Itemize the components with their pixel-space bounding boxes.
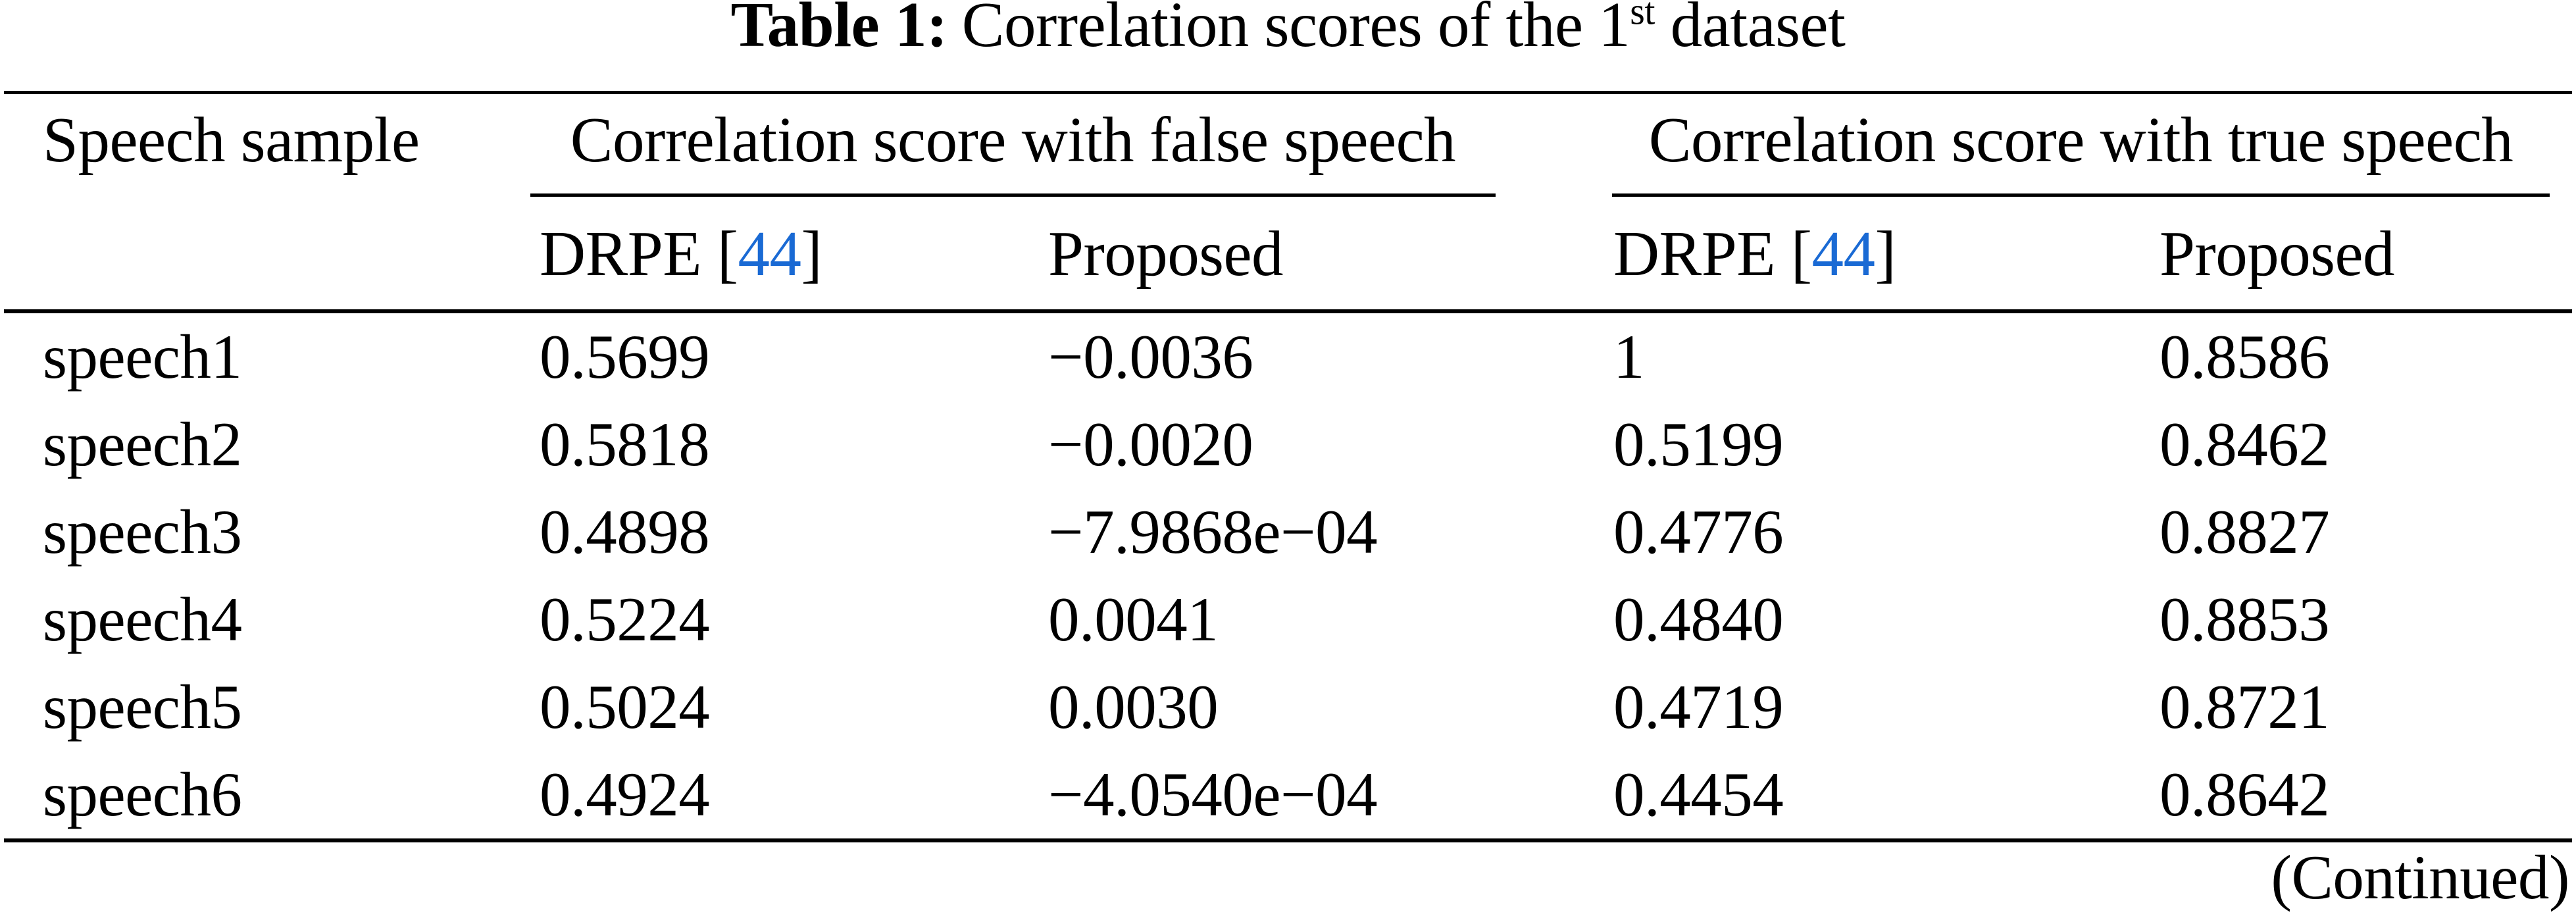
table-header-row: Speech sample Correlation score with fal…	[4, 94, 2572, 197]
drpe-bracket-close: ]	[1875, 218, 1896, 289]
table-title: Table 1: Correlation scores of the 1st da…	[0, 0, 2576, 58]
table-subheader-row: DRPE [44] Proposed DRPE [44] Proposed	[4, 197, 2572, 309]
cell-sample: speech2	[43, 409, 242, 479]
continued-note: (Continued)	[2271, 842, 2569, 912]
drpe-label: DRPE [	[540, 218, 738, 289]
subheader-proposed-true: Proposed	[2159, 218, 2395, 289]
cell-true-proposed: 0.8721	[2159, 672, 2330, 742]
table-title-number: Table 1:	[730, 0, 947, 60]
drpe-label: DRPE [	[1613, 218, 1812, 289]
table-row: speech3 0.4898 −7.9868e−04 0.4776 0.8827	[4, 488, 2572, 576]
cell-true-drpe: 0.4454	[1613, 759, 1784, 829]
cell-false-proposed: −4.0540e−04	[1048, 759, 1378, 829]
cell-true-drpe: 0.5199	[1613, 409, 1784, 479]
table-row: speech1 0.5699 −0.0036 1 0.8586	[4, 313, 2572, 401]
cell-false-proposed: 0.0030	[1048, 672, 1219, 742]
cell-false-proposed: −7.9868e−04	[1048, 497, 1378, 567]
cell-true-proposed: 0.8642	[2159, 759, 2330, 829]
subheader-drpe-false: DRPE [44]	[540, 197, 1048, 309]
citation-link-44[interactable]: 44	[1811, 218, 1876, 289]
table-header-rule	[4, 309, 2572, 313]
cell-false-proposed: −0.0036	[1048, 322, 1253, 392]
table-title-text-end: dataset	[1654, 0, 1846, 60]
cell-sample: speech5	[43, 672, 242, 742]
cell-false-proposed: −0.0020	[1048, 409, 1253, 479]
cell-false-drpe: 0.4924	[540, 759, 710, 829]
cell-false-drpe: 0.4898	[540, 497, 710, 567]
subheader-proposed-false: Proposed	[1048, 218, 1284, 289]
subheader-empty	[4, 197, 540, 309]
cell-true-drpe: 0.4719	[1613, 672, 1784, 742]
cell-sample: speech4	[43, 584, 242, 654]
table-bottom-rule	[4, 838, 2572, 842]
cell-true-drpe: 1	[1613, 322, 1645, 392]
group-header-false-speech: Correlation score with false speech	[530, 94, 1613, 197]
table-row: speech2 0.5818 −0.0020 0.5199 0.8462	[4, 401, 2572, 488]
table-row: speech6 0.4924 −4.0540e−04 0.4454 0.8642	[4, 751, 2572, 838]
column-header-speech-sample: Speech sample	[43, 105, 420, 175]
subheader-drpe-true: DRPE [44]	[1613, 197, 2159, 309]
group-header-true-speech: Correlation score with true speech	[1612, 94, 2572, 197]
drpe-bracket-close: ]	[801, 218, 822, 289]
cell-sample: speech6	[43, 759, 242, 829]
citation-link-44[interactable]: 44	[738, 218, 802, 289]
cell-false-drpe: 0.5224	[540, 584, 710, 654]
table-title-text: Correlation scores of the 1	[961, 0, 1630, 60]
cell-true-proposed: 0.8586	[2159, 322, 2330, 392]
cell-false-drpe: 0.5024	[540, 672, 710, 742]
table-row: speech4 0.5224 0.0041 0.4840 0.8853	[4, 576, 2572, 663]
cell-sample: speech1	[43, 322, 242, 392]
cell-true-proposed: 0.8827	[2159, 497, 2330, 567]
cell-true-drpe: 0.4840	[1613, 584, 1784, 654]
cell-sample: speech3	[43, 497, 242, 567]
cell-true-drpe: 0.4776	[1613, 497, 1784, 567]
group-header-false-speech-label: Correlation score with false speech	[530, 94, 1496, 197]
group-header-true-speech-label: Correlation score with true speech	[1612, 94, 2550, 197]
cell-true-proposed: 0.8462	[2159, 409, 2330, 479]
cell-false-drpe: 0.5699	[540, 322, 710, 392]
table-row: speech5 0.5024 0.0030 0.4719 0.8721	[4, 663, 2572, 751]
table-title-superscript: st	[1630, 0, 1655, 33]
cell-false-drpe: 0.5818	[540, 409, 710, 479]
cell-true-proposed: 0.8853	[2159, 584, 2330, 654]
cell-false-proposed: 0.0041	[1048, 584, 1219, 654]
table-top-rule	[4, 91, 2572, 94]
table-body: speech1 0.5699 −0.0036 1 0.8586 speech2 …	[4, 313, 2572, 838]
